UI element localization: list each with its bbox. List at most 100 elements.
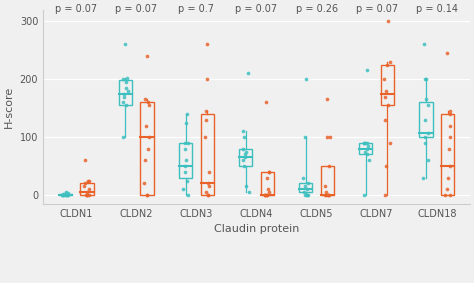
Point: [381, 77, 388, 82]
Text: p = 0.7: p = 0.7: [178, 4, 214, 14]
Point: [383, 164, 390, 168]
Point: [324, 97, 331, 102]
Point: [181, 170, 189, 174]
Point: [119, 135, 127, 139]
Point: [322, 190, 330, 194]
Text: p = 0.07: p = 0.07: [356, 4, 398, 14]
Point: [63, 193, 70, 197]
Point: [239, 129, 247, 134]
Point: [364, 143, 372, 148]
Point: [85, 178, 93, 183]
Point: [119, 77, 127, 82]
Point: [82, 193, 90, 197]
Point: [265, 170, 273, 174]
Point: [81, 158, 89, 162]
Point: [265, 170, 273, 174]
Point: [262, 193, 269, 197]
Point: [419, 175, 427, 180]
Point: [384, 103, 392, 108]
Point: [323, 135, 330, 139]
Point: [63, 193, 71, 197]
Point: [301, 184, 309, 189]
Point: [143, 193, 151, 197]
Y-axis label: H-score: H-score: [4, 85, 14, 128]
Point: [303, 193, 310, 197]
Point: [59, 193, 67, 197]
Text: p = 0.07: p = 0.07: [55, 4, 97, 14]
Bar: [441, 114, 454, 195]
Point: [305, 181, 312, 186]
Text: p = 0.14: p = 0.14: [416, 4, 458, 14]
Point: [80, 184, 88, 189]
Point: [121, 42, 128, 47]
Bar: [381, 65, 394, 105]
Point: [324, 193, 332, 197]
Point: [302, 77, 310, 82]
Point: [141, 158, 149, 162]
Point: [264, 187, 272, 192]
Point: [85, 187, 93, 192]
Point: [203, 77, 211, 82]
Point: [424, 131, 431, 135]
Point: [327, 135, 334, 139]
Point: [240, 135, 247, 139]
Point: [142, 123, 150, 128]
Point: [262, 100, 270, 105]
Point: [362, 141, 369, 145]
Point: [202, 190, 210, 194]
Point: [145, 135, 153, 139]
Point: [146, 103, 153, 108]
Point: [301, 190, 308, 194]
Point: [422, 97, 429, 102]
Point: [363, 68, 371, 73]
Bar: [299, 183, 312, 192]
Point: [184, 193, 191, 197]
Text: p = 0.07: p = 0.07: [236, 4, 277, 14]
Point: [81, 181, 89, 186]
Point: [179, 187, 187, 192]
Point: [122, 80, 129, 84]
Point: [242, 152, 249, 157]
Point: [244, 71, 252, 76]
Point: [304, 193, 312, 197]
Point: [420, 42, 428, 47]
Point: [181, 141, 189, 145]
Bar: [419, 102, 433, 137]
Point: [62, 190, 70, 194]
Point: [204, 193, 211, 197]
Bar: [140, 102, 154, 195]
Point: [181, 164, 189, 168]
Point: [202, 117, 210, 122]
X-axis label: Claudin protein: Claudin protein: [214, 224, 299, 234]
Point: [204, 181, 211, 186]
Point: [446, 164, 454, 168]
Point: [322, 193, 329, 197]
Point: [361, 141, 368, 145]
Point: [205, 184, 212, 189]
Point: [62, 193, 70, 197]
Point: [381, 117, 389, 122]
Point: [144, 193, 151, 197]
Point: [383, 89, 390, 93]
Point: [301, 135, 309, 139]
Point: [59, 193, 67, 197]
Point: [181, 146, 189, 151]
Point: [242, 155, 249, 160]
Point: [446, 109, 454, 113]
Point: [182, 158, 190, 162]
Point: [425, 158, 432, 162]
Point: [204, 193, 212, 197]
Point: [141, 97, 149, 102]
Text: p = 0.07: p = 0.07: [115, 4, 157, 14]
Point: [386, 141, 393, 145]
Bar: [321, 166, 334, 195]
Point: [120, 91, 128, 96]
Point: [263, 175, 271, 180]
Point: [59, 193, 66, 197]
Point: [119, 100, 127, 105]
Point: [386, 59, 393, 64]
Bar: [81, 183, 93, 195]
Point: [83, 193, 91, 197]
Text: p = 0.26: p = 0.26: [295, 4, 337, 14]
Point: [183, 112, 191, 116]
